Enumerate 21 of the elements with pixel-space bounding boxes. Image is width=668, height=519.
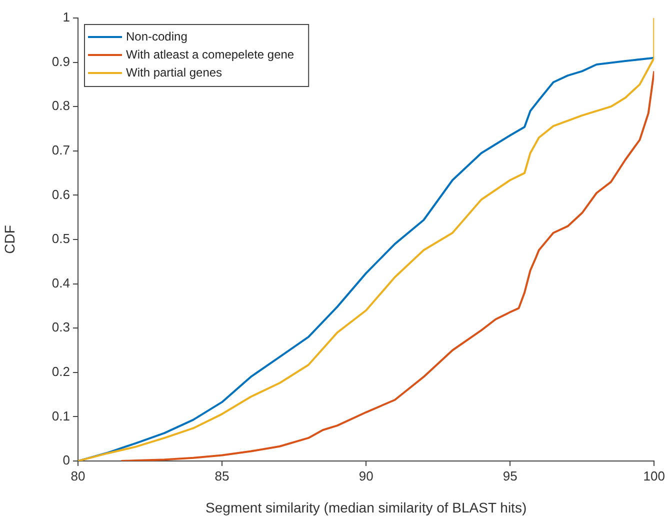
- y-tick-label: 0.9: [52, 54, 70, 69]
- y-tick-label: 0.3: [52, 320, 70, 335]
- y-tick-label: 0: [62, 452, 70, 468]
- legend-label: With partial genes: [126, 65, 222, 80]
- y-tick-label: 0.6: [52, 186, 70, 202]
- x-tick-label: 90: [358, 468, 374, 484]
- x-tick-label: 95: [502, 468, 518, 484]
- legend-label: Non-coding: [126, 29, 188, 44]
- y-axis-title: CDF: [1, 225, 18, 254]
- x-tick-label: 80: [70, 468, 86, 484]
- y-tick-label: 0.1: [52, 408, 70, 424]
- y-tick-label: 0.2: [52, 364, 70, 379]
- legend-label: With atleast a comepelete gene: [126, 47, 294, 62]
- x-tick-label: 85: [214, 468, 230, 484]
- x-tick-label: 100: [643, 468, 666, 484]
- y-tick-label: 1: [62, 10, 70, 25]
- y-tick-label: 0.4: [52, 275, 70, 290]
- y-tick-label: 0.8: [52, 98, 70, 114]
- y-tick-label: 0.5: [52, 231, 70, 246]
- x-axis-title: Segment similarity (median similarity of BLAST hits): [206, 499, 527, 516]
- y-tick-label: 0.7: [52, 142, 70, 158]
